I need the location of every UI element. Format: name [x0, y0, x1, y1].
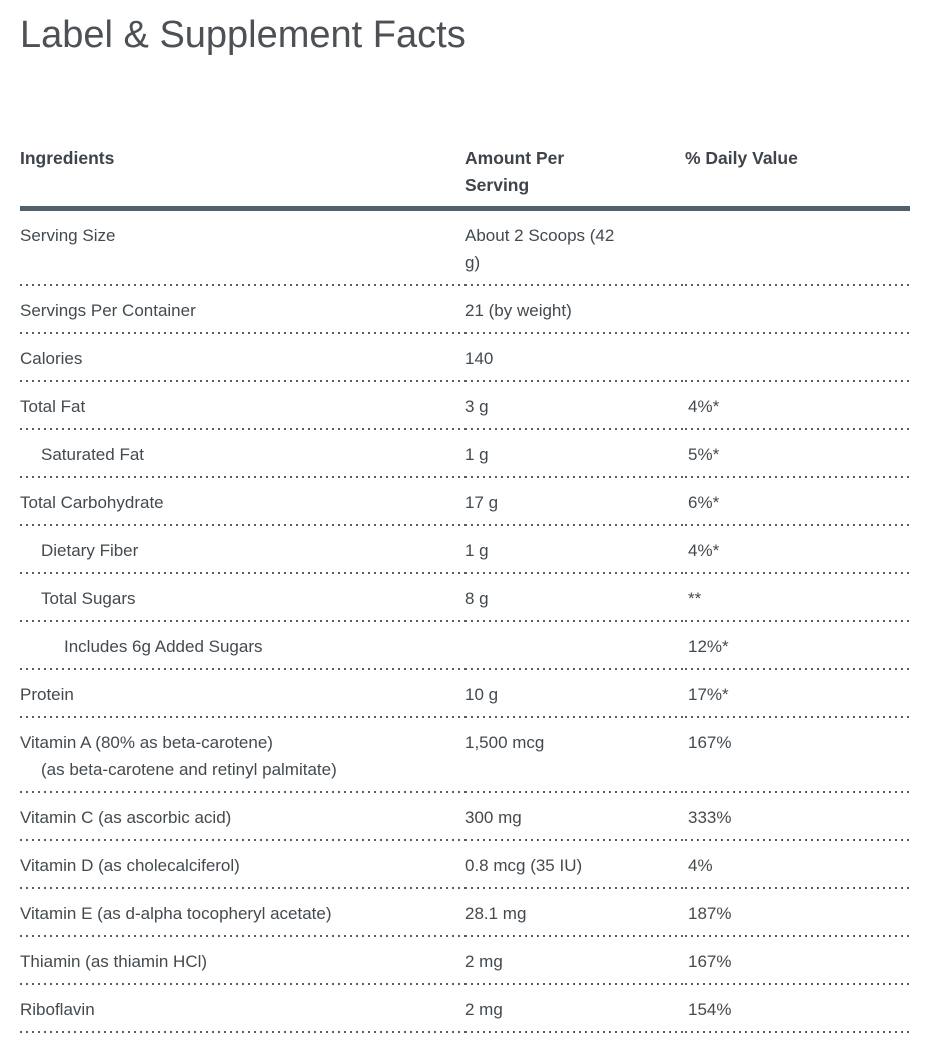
amount-cell: 3 g [465, 382, 685, 431]
ingredient-cell: Serving Size [20, 208, 465, 287]
ingredient-label: Thiamin (as thiamin HCl) [20, 952, 208, 972]
column-header-amount-per-serving: Amount Per Serving [465, 145, 685, 212]
ingredient-label: Vitamin A (80% as beta-carotene) [20, 733, 273, 753]
amount-cell: 8 g [465, 574, 685, 623]
ingredient-label: Vitamin D (as cholecalciferol) [20, 856, 240, 876]
amount-cell: 2 mg [465, 985, 685, 1034]
supplement-facts-table: Ingredients Amount Per Serving % Daily V… [20, 145, 910, 1034]
ingredient-cell: Protein [20, 670, 465, 719]
column-header-ingredients: Ingredients [20, 145, 465, 212]
daily-value-cell: 6%* [685, 478, 910, 527]
table-row: Vitamin D (as cholecalciferol) 0.8 mcg (3… [20, 841, 910, 890]
column-header-daily-value: % Daily Value [685, 145, 910, 212]
daily-value-cell: ** [685, 574, 910, 623]
table-row: Total Fat 3 g 4%* [20, 382, 910, 431]
ingredient-cell: Vitamin D (as cholecalciferol) [20, 841, 465, 890]
table-row: Total Sugars 8 g ** [20, 574, 910, 623]
daily-value-cell: 4% [685, 841, 910, 890]
ingredient-label: Total Sugars [41, 589, 136, 609]
amount-cell: 1,500 mcg [465, 718, 685, 794]
table-body: Serving Size About 2 Scoops (42 g) Serving… [20, 208, 910, 1034]
ingredient-cell: Total Carbohydrate [20, 478, 465, 527]
ingredient-cell: Saturated Fat [20, 430, 465, 479]
daily-value-cell: 154% [685, 985, 910, 1034]
ingredient-label: Total Fat [20, 397, 86, 417]
daily-value-cell: 187% [685, 889, 910, 938]
ingredient-cell: Total Sugars [20, 574, 465, 623]
ingredient-cell: Calories [20, 334, 465, 383]
table-row: Saturated Fat 1 g 5%* [20, 430, 910, 479]
daily-value-cell: 5%* [685, 430, 910, 479]
amount-cell: 21 (by weight) [465, 286, 685, 335]
daily-value-cell: 17%* [685, 670, 910, 719]
amount-cell: 140 [465, 334, 685, 383]
table-row: Dietary Fiber 1 g 4%* [20, 526, 910, 575]
table-row: Serving Size About 2 Scoops (42 g) [20, 208, 910, 287]
table-row: Vitamin E (as d-alpha tocopheryl acetate… [20, 889, 910, 938]
daily-value-cell: 167% [685, 937, 910, 986]
ingredient-label: Vitamin C (as ascorbic acid) [20, 808, 232, 828]
table-row: Vitamin A (80% as beta-carotene) (as beta… [20, 718, 910, 794]
ingredient-cell: Servings Per Container [20, 286, 465, 335]
amount-cell: 10 g [465, 670, 685, 719]
ingredient-cell: Thiamin (as thiamin HCl) [20, 937, 465, 986]
daily-value-cell: 167% [685, 718, 910, 794]
daily-value-cell [685, 334, 910, 383]
daily-value-cell: 4%* [685, 382, 910, 431]
amount-cell: 0.8 mcg (35 IU) [465, 841, 685, 890]
table-row: Thiamin (as thiamin HCl) 2 mg 167% [20, 937, 910, 986]
amount-cell: About 2 Scoops (42 g) [465, 208, 685, 287]
ingredient-label: Riboflavin [20, 1000, 95, 1020]
amount-cell [465, 622, 685, 671]
ingredient-label: Dietary Fiber [41, 541, 139, 561]
amount-cell: 17 g [465, 478, 685, 527]
table-row: Riboflavin 2 mg 154% [20, 985, 910, 1034]
ingredient-cell: Vitamin C (as ascorbic acid) [20, 793, 465, 842]
ingredient-cell: Total Fat [20, 382, 465, 431]
daily-value-cell [685, 286, 910, 335]
table-row: Protein 10 g 17%* [20, 670, 910, 719]
table-row: Vitamin C (as ascorbic acid) 300 mg 333% [20, 793, 910, 842]
ingredient-label: Total Carbohydrate [20, 493, 164, 513]
amount-cell: 1 g [465, 430, 685, 479]
ingredient-cell: Riboflavin [20, 985, 465, 1034]
amount-cell: 1 g [465, 526, 685, 575]
ingredient-cell: Includes 6g Added Sugars [20, 622, 465, 671]
table-row: Calories 140 [20, 334, 910, 383]
ingredient-cell: Dietary Fiber [20, 526, 465, 575]
table-row: Total Carbohydrate 17 g 6%* [20, 478, 910, 527]
daily-value-cell: 333% [685, 793, 910, 842]
daily-value-cell [685, 208, 910, 287]
amount-cell: 300 mg [465, 793, 685, 842]
ingredient-label: Calories [20, 349, 83, 369]
daily-value-cell: 12%* [685, 622, 910, 671]
page-title: Label & Supplement Facts [20, 14, 466, 56]
ingredient-cell: Vitamin A (80% as beta-carotene) (as beta… [20, 718, 465, 794]
amount-cell: 2 mg [465, 937, 685, 986]
amount-cell: 28.1 mg [465, 889, 685, 938]
ingredient-label: Servings Per Container [20, 301, 196, 321]
daily-value-cell: 4%* [685, 526, 910, 575]
ingredient-label: Serving Size [20, 226, 116, 246]
ingredient-label: Vitamin E (as d-alpha tocopheryl acetate… [20, 904, 332, 924]
ingredient-label: Protein [20, 685, 74, 705]
ingredient-label: Saturated Fat [41, 445, 145, 465]
ingredient-sub-label: (as beta-carotene and retinyl palmitate) [41, 760, 337, 780]
ingredient-label: Includes 6g Added Sugars [64, 637, 263, 657]
table-row: Servings Per Container 21 (by weight) [20, 286, 910, 335]
table-header-row: Ingredients Amount Per Serving % Daily V… [20, 145, 910, 212]
ingredient-cell: Vitamin E (as d-alpha tocopheryl acetate… [20, 889, 465, 938]
table-row: Includes 6g Added Sugars 12%* [20, 622, 910, 671]
